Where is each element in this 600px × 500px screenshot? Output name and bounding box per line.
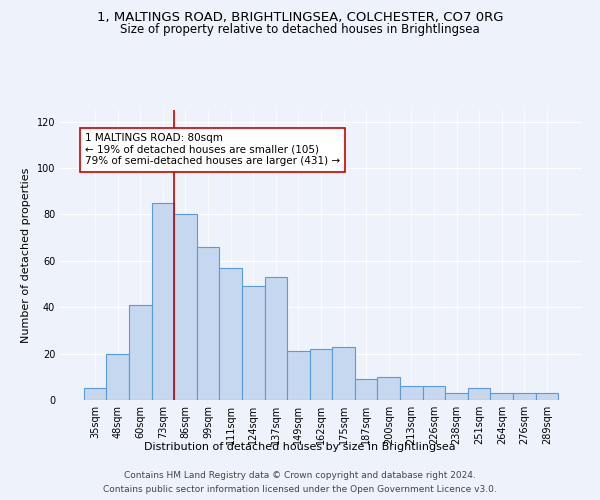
Text: Contains public sector information licensed under the Open Government Licence v3: Contains public sector information licen… — [103, 484, 497, 494]
Bar — [332, 346, 355, 400]
Bar — [106, 354, 129, 400]
Bar — [265, 277, 287, 400]
Bar — [445, 393, 468, 400]
Bar — [400, 386, 422, 400]
Text: Contains HM Land Registry data © Crown copyright and database right 2024.: Contains HM Land Registry data © Crown c… — [124, 472, 476, 480]
Bar — [129, 305, 152, 400]
Text: Size of property relative to detached houses in Brightlingsea: Size of property relative to detached ho… — [120, 24, 480, 36]
Y-axis label: Number of detached properties: Number of detached properties — [21, 168, 31, 342]
Bar — [490, 393, 513, 400]
Bar — [174, 214, 197, 400]
Text: 1, MALTINGS ROAD, BRIGHTLINGSEA, COLCHESTER, CO7 0RG: 1, MALTINGS ROAD, BRIGHTLINGSEA, COLCHES… — [97, 11, 503, 24]
Bar — [197, 247, 220, 400]
Bar — [377, 377, 400, 400]
Bar — [152, 203, 174, 400]
Bar — [536, 393, 558, 400]
Text: Distribution of detached houses by size in Brightlingsea: Distribution of detached houses by size … — [144, 442, 456, 452]
Bar — [468, 388, 490, 400]
Bar — [220, 268, 242, 400]
Bar — [310, 349, 332, 400]
Bar — [355, 379, 377, 400]
Bar — [513, 393, 536, 400]
Bar — [422, 386, 445, 400]
Bar — [287, 352, 310, 400]
Text: 1 MALTINGS ROAD: 80sqm
← 19% of detached houses are smaller (105)
79% of semi-de: 1 MALTINGS ROAD: 80sqm ← 19% of detached… — [85, 133, 340, 166]
Bar — [242, 286, 265, 400]
Bar — [84, 388, 106, 400]
